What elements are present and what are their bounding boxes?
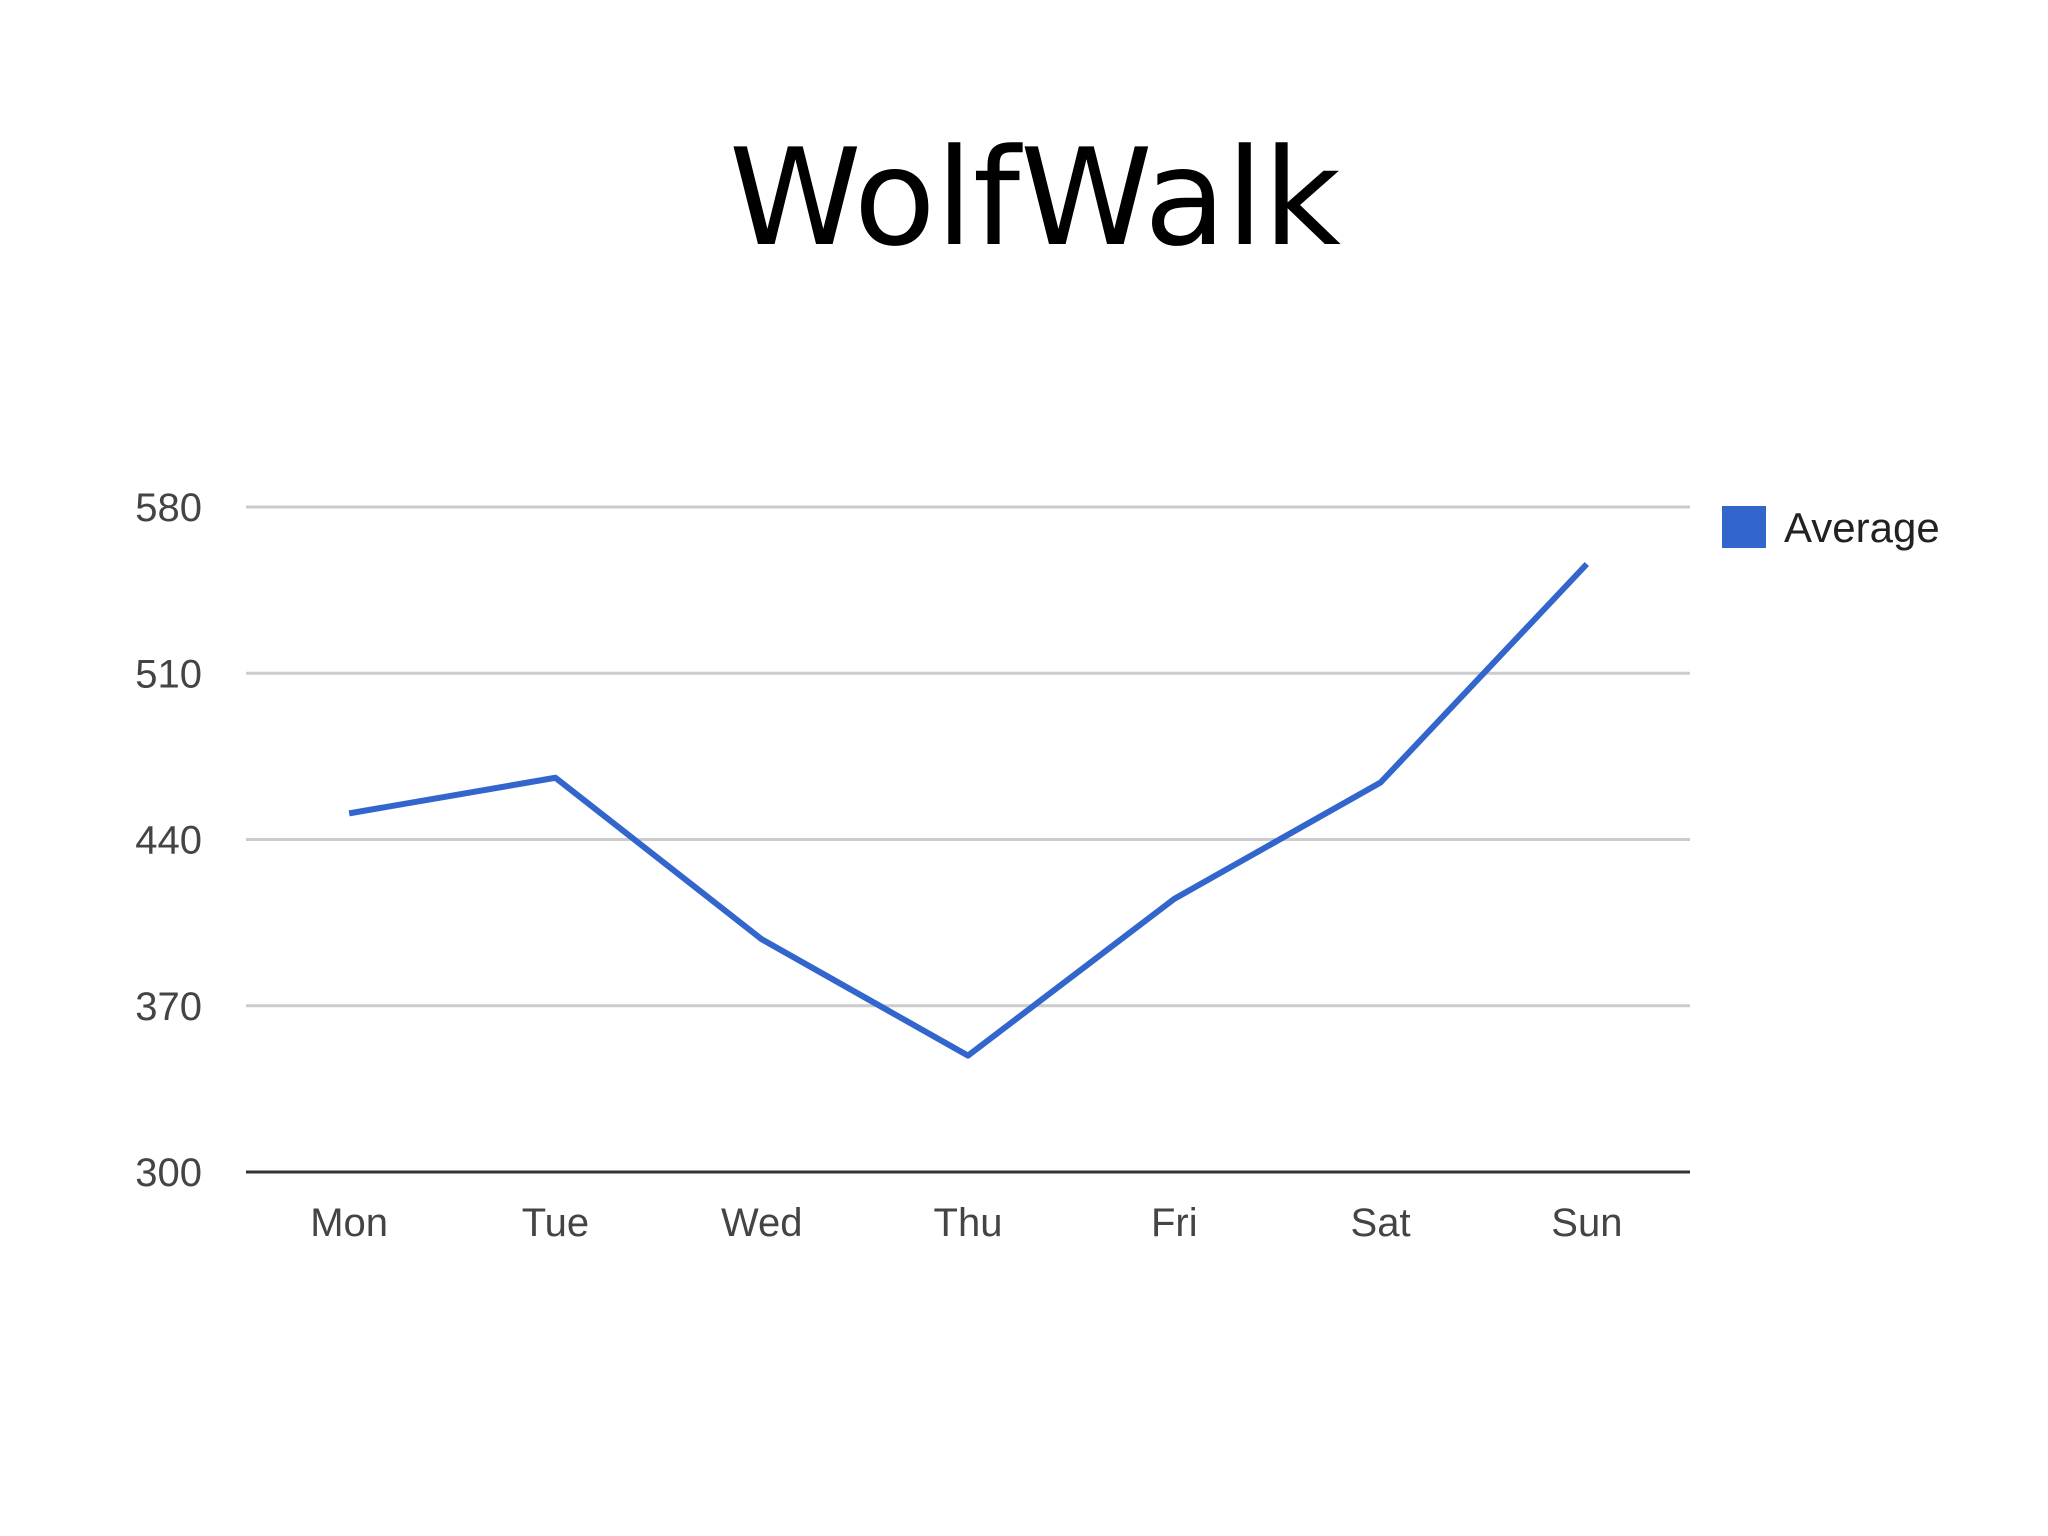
legend-label: Average: [1784, 504, 1940, 551]
y-tick-label: 510: [135, 652, 202, 696]
series-line-average: [348, 561, 1590, 1059]
y-tick-label: 300: [135, 1151, 202, 1195]
y-axis-tick-labels: 300 370 440 510 580: [135, 486, 202, 1195]
x-tick-label: Fri: [1151, 1201, 1198, 1245]
x-tick-label: Sun: [1551, 1201, 1622, 1245]
x-tick-label: Wed: [721, 1201, 803, 1245]
y-tick-label: 580: [135, 486, 202, 530]
gridlines: [246, 505, 1690, 1008]
y-tick-label: 440: [135, 819, 202, 863]
x-tick-label: Mon: [310, 1201, 388, 1245]
series-lines: [348, 561, 1590, 1059]
slide-title: WolfWalk: [729, 120, 1341, 276]
legend-swatch: [1722, 506, 1766, 548]
x-tick-label: Thu: [934, 1201, 1003, 1245]
x-axis-tick-labels: Mon Tue Wed Thu Fri Sat Sun: [310, 1201, 1622, 1245]
x-tick-label: Sat: [1351, 1201, 1411, 1245]
x-tick-label: Tue: [522, 1201, 589, 1245]
legend: Average: [1722, 504, 1940, 551]
y-tick-label: 370: [135, 985, 202, 1029]
